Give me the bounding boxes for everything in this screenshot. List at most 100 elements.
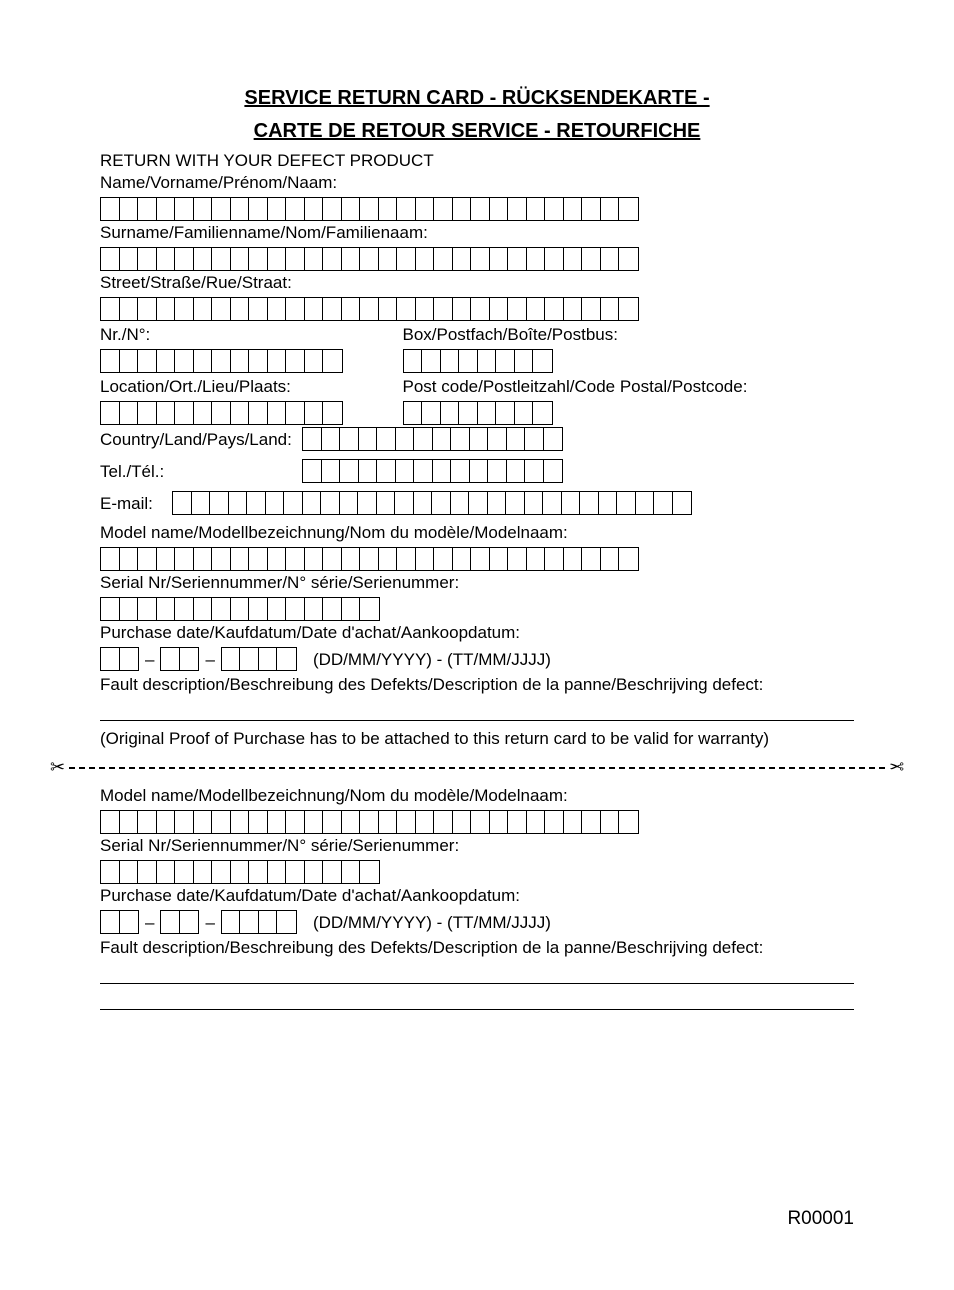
input-cell[interactable] [247,492,266,514]
input-cell[interactable] [173,492,192,514]
purchase-mm-2[interactable] [160,910,199,934]
input-cell[interactable] [527,811,546,833]
input-cell[interactable] [120,402,139,424]
input-cell[interactable] [544,460,563,482]
input-cell[interactable] [212,598,231,620]
input-cell[interactable] [601,198,620,220]
input-cell[interactable] [231,548,250,570]
input-cell[interactable] [101,811,120,833]
input-cell[interactable] [268,598,287,620]
input-cell[interactable] [471,811,490,833]
input-cell[interactable] [619,811,638,833]
purchase-dd-1[interactable] [100,647,139,671]
input-cell[interactable] [286,248,305,270]
input-cell[interactable] [259,911,278,933]
input-cell[interactable] [488,428,507,450]
input-cell[interactable] [340,460,359,482]
fault-line-1[interactable] [100,701,854,721]
input-cell[interactable] [101,248,120,270]
input-cell[interactable] [562,492,581,514]
input-cell[interactable] [175,248,194,270]
input-cell[interactable] [469,492,488,514]
input-cell[interactable] [434,298,453,320]
input-cell[interactable] [138,350,157,372]
input-cell[interactable] [360,248,379,270]
input-cell[interactable] [636,492,655,514]
input-cell[interactable] [277,911,296,933]
input-cell[interactable] [533,402,552,424]
input-cell[interactable] [157,811,176,833]
input-cell[interactable] [358,492,377,514]
input-cell[interactable] [323,548,342,570]
input-cell[interactable] [212,350,231,372]
input-cell[interactable] [286,811,305,833]
input-cell[interactable] [545,248,564,270]
input-cell[interactable] [396,460,415,482]
input-cell[interactable] [379,298,398,320]
input-cell[interactable] [342,298,361,320]
input-cell[interactable] [496,402,515,424]
input-cell[interactable] [527,198,546,220]
input-cell[interactable] [451,428,470,450]
input-cell[interactable] [101,911,120,933]
input-cell[interactable] [229,492,248,514]
input-cell[interactable] [434,248,453,270]
input-cell[interactable] [543,492,562,514]
input-cell[interactable] [395,492,414,514]
input-cell[interactable] [397,248,416,270]
input-cell[interactable] [249,198,268,220]
input-cell[interactable] [545,548,564,570]
input-cell[interactable] [564,548,583,570]
model-boxes-2[interactable] [100,810,639,834]
input-cell[interactable] [342,198,361,220]
input-cell[interactable] [525,428,544,450]
input-cell[interactable] [515,402,534,424]
name-boxes[interactable] [100,197,639,221]
input-cell[interactable] [120,811,139,833]
input-cell[interactable] [305,861,324,883]
input-cell[interactable] [249,598,268,620]
input-cell[interactable] [268,402,287,424]
input-cell[interactable] [101,402,120,424]
input-cell[interactable] [268,861,287,883]
input-cell[interactable] [231,598,250,620]
input-cell[interactable] [359,428,378,450]
input-cell[interactable] [323,198,342,220]
input-cell[interactable] [322,460,341,482]
input-cell[interactable] [305,548,324,570]
input-cell[interactable] [138,248,157,270]
surname-boxes[interactable] [100,247,639,271]
input-cell[interactable] [157,861,176,883]
input-cell[interactable] [323,402,342,424]
input-cell[interactable] [414,428,433,450]
input-cell[interactable] [451,492,470,514]
input-cell[interactable] [212,298,231,320]
input-cell[interactable] [478,402,497,424]
input-cell[interactable] [175,811,194,833]
input-cell[interactable] [617,492,636,514]
input-cell[interactable] [212,248,231,270]
input-cell[interactable] [138,598,157,620]
serial-boxes-1[interactable] [100,597,380,621]
input-cell[interactable] [397,548,416,570]
input-cell[interactable] [120,598,139,620]
input-cell[interactable] [582,298,601,320]
input-cell[interactable] [527,548,546,570]
input-cell[interactable] [175,350,194,372]
input-cell[interactable] [120,548,139,570]
input-cell[interactable] [601,548,620,570]
input-cell[interactable] [194,298,213,320]
input-cell[interactable] [377,428,396,450]
input-cell[interactable] [303,428,322,450]
input-cell[interactable] [490,811,509,833]
input-cell[interactable] [673,492,692,514]
input-cell[interactable] [508,298,527,320]
input-cell[interactable] [441,402,460,424]
input-cell[interactable] [379,198,398,220]
input-cell[interactable] [175,402,194,424]
input-cell[interactable] [268,298,287,320]
input-cell[interactable] [305,811,324,833]
input-cell[interactable] [101,198,120,220]
input-cell[interactable] [231,861,250,883]
input-cell[interactable] [544,428,563,450]
